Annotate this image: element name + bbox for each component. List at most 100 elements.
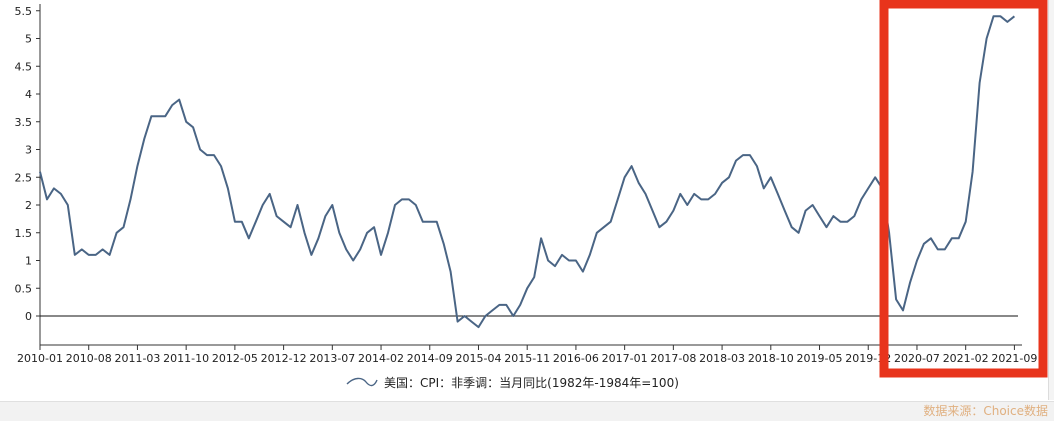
data-point (811, 204, 814, 207)
data-point (672, 209, 675, 212)
data-point (101, 248, 104, 251)
data-point (275, 215, 278, 218)
legend: 美国：CPI：非季调：当月同比(1982年-1984年=100) (346, 372, 679, 392)
data-point (846, 220, 849, 223)
data-point (421, 220, 424, 223)
legend-label: 美国：CPI：非季调：当月同比(1982年-1984年=100) (384, 375, 679, 390)
y-tick-label: 3 (25, 144, 32, 157)
data-point (213, 154, 216, 157)
y-tick-label: 4 (25, 88, 32, 101)
data-point (80, 248, 83, 251)
data-point (595, 231, 598, 234)
data-point (992, 15, 995, 18)
data-point (943, 248, 946, 251)
data-point (456, 320, 459, 323)
highlight-layer (879, 0, 1048, 378)
data-point (832, 215, 835, 218)
data-point (220, 165, 223, 168)
data-point (693, 193, 696, 196)
data-point (902, 309, 905, 312)
data-point (978, 82, 981, 85)
data-point (164, 115, 167, 118)
data-point (540, 237, 543, 240)
y-tick-label: 3.5 (15, 116, 33, 129)
scrollbar-edge[interactable] (1048, 0, 1054, 400)
data-point (143, 137, 146, 140)
data-point (616, 198, 619, 201)
data-point (282, 220, 285, 223)
data-point (122, 226, 125, 229)
y-tick-label: 5.5 (15, 5, 33, 18)
data-point (512, 315, 515, 318)
data-point (874, 176, 877, 179)
data-point (108, 254, 111, 257)
y-tick-label: 2 (25, 199, 32, 212)
data-point (254, 220, 257, 223)
data-point (414, 204, 417, 207)
data-point (533, 276, 536, 279)
data-point (240, 220, 243, 223)
data-point (115, 231, 118, 234)
data-point (623, 176, 626, 179)
data-point (679, 193, 682, 196)
data-point (317, 237, 320, 240)
data-point (199, 148, 202, 151)
data-point (665, 220, 668, 223)
data-point (526, 287, 529, 290)
data-point (860, 198, 863, 201)
x-tick-label: 2011-10 (163, 352, 209, 365)
data-point (171, 104, 174, 107)
data-point (60, 193, 63, 196)
data-point (484, 315, 487, 318)
data-point (707, 198, 710, 201)
x-tick-label: 2012-12 (261, 352, 307, 365)
data-point (728, 176, 731, 179)
data-point (442, 242, 445, 245)
x-tick-label: 2011-03 (114, 352, 160, 365)
x-tick-label: 2012-05 (212, 352, 258, 365)
x-tick-label: 2010-08 (66, 352, 112, 365)
data-point (394, 204, 397, 207)
y-tick-label: 0 (25, 310, 32, 323)
data-point (428, 220, 431, 223)
data-point (637, 181, 640, 184)
data-point (957, 237, 960, 240)
data-point (700, 198, 703, 201)
data-point (825, 226, 828, 229)
data-point (39, 170, 42, 173)
data-point (206, 154, 209, 157)
data-point (463, 315, 466, 318)
data-point (129, 198, 132, 201)
data-point (310, 254, 313, 257)
x-tick-label: 2020-07 (894, 352, 940, 365)
data-point (1006, 21, 1009, 24)
data-point (756, 165, 759, 168)
data-point (401, 198, 404, 201)
axes (39, 4, 1022, 346)
x-tick-label: 2019-05 (797, 352, 843, 365)
data-point (561, 254, 564, 257)
highlight-box (879, 0, 1048, 378)
data-point (936, 248, 939, 251)
data-point (658, 226, 661, 229)
y-tick-label: 1.5 (15, 227, 33, 240)
data-point (449, 270, 452, 273)
data-point (797, 231, 800, 234)
data-point (547, 259, 550, 262)
data-point (227, 187, 230, 190)
data-point (923, 242, 926, 245)
data-point (345, 248, 348, 251)
data-point (909, 281, 912, 284)
y-tick-label: 0.5 (15, 282, 33, 295)
x-tick-label: 2014-02 (358, 352, 404, 365)
data-point (721, 181, 724, 184)
data-point (66, 204, 69, 207)
data-point (783, 209, 786, 212)
data-point (352, 259, 355, 262)
data-point (408, 198, 411, 201)
data-point (651, 209, 654, 212)
series-layer (39, 15, 1016, 329)
data-point (582, 270, 585, 273)
data-point (387, 231, 390, 234)
data-point (644, 193, 647, 196)
